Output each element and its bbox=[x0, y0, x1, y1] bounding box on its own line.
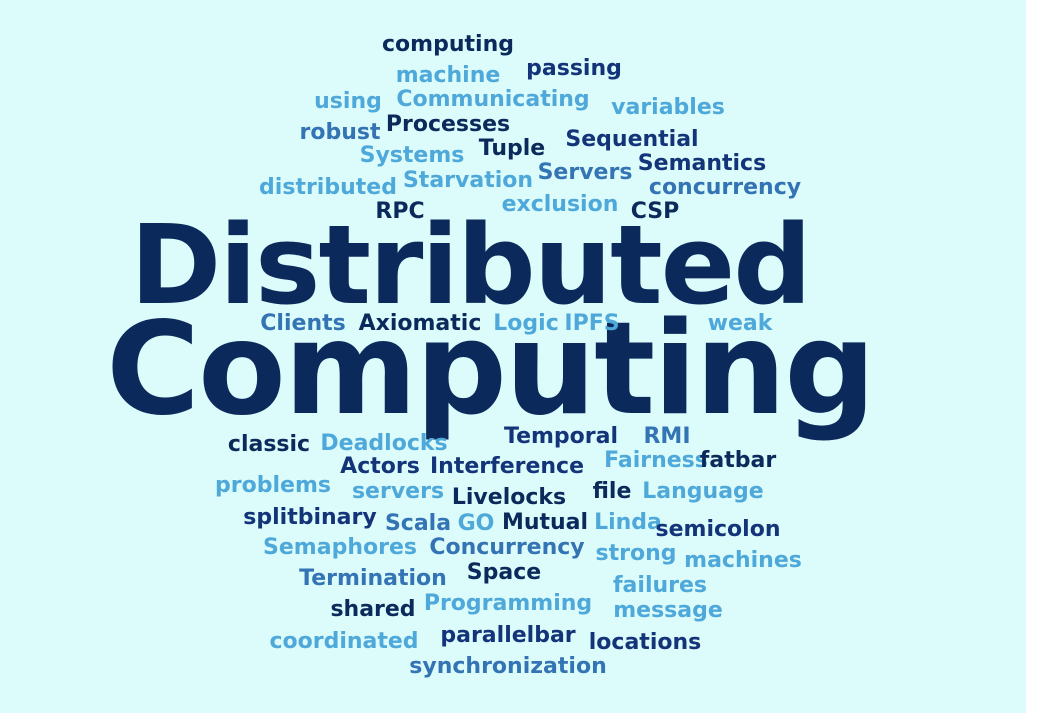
word-language: Language bbox=[642, 479, 764, 504]
word-file: file bbox=[592, 479, 632, 504]
word-deadlocks: Deadlocks bbox=[320, 431, 448, 456]
word-actors: Actors bbox=[340, 454, 420, 479]
word-rmi: RMI bbox=[643, 424, 691, 449]
word-servers: Servers bbox=[537, 160, 633, 185]
word-csp: CSP bbox=[630, 199, 680, 224]
word-fairness: Fairness bbox=[604, 448, 708, 473]
word-go: GO bbox=[457, 511, 495, 536]
word-systems: Systems bbox=[359, 143, 465, 168]
word-using: using bbox=[314, 89, 382, 114]
word-termination: Termination bbox=[299, 566, 447, 591]
word-shared: shared bbox=[330, 597, 416, 622]
word-splitbinary: splitbinary bbox=[243, 505, 377, 530]
word-scala: Scala bbox=[384, 511, 452, 536]
word-semicolon: semicolon bbox=[655, 517, 781, 542]
word-distributed: distributed bbox=[259, 175, 397, 200]
word-programming: Programming bbox=[423, 591, 593, 616]
word-tuple: Tuple bbox=[478, 136, 546, 161]
word-linda: Linda bbox=[594, 510, 662, 535]
word-mutual: Mutual bbox=[501, 510, 589, 535]
word-semantics: Semantics bbox=[637, 151, 767, 176]
word-cloud-background: Distributed Computing computing machine pass… bbox=[0, 0, 1026, 713]
word-livelocks: Livelocks bbox=[451, 485, 567, 510]
word-synchronization: synchronization bbox=[409, 654, 607, 679]
word-problems: problems bbox=[215, 473, 331, 498]
word-classic: classic bbox=[227, 432, 311, 457]
word-exclusion: exclusion bbox=[501, 192, 619, 217]
word-passing: passing bbox=[526, 56, 622, 81]
word-logic: Logic bbox=[493, 311, 559, 336]
word-space: Space bbox=[466, 560, 542, 585]
word-failures: failures bbox=[612, 573, 708, 598]
word-servers: servers bbox=[351, 479, 445, 504]
word-starvation: Starvation bbox=[402, 168, 534, 193]
word-concurrency: Concurrency bbox=[429, 535, 585, 560]
word-temporal: Temporal bbox=[503, 424, 619, 449]
word-weak: weak bbox=[707, 311, 773, 336]
word-ipfs: IPFS bbox=[564, 311, 620, 336]
word-locations: locations bbox=[588, 630, 702, 655]
word-axiomatic: Axiomatic bbox=[358, 311, 482, 336]
word-coordinated: coordinated bbox=[269, 629, 419, 654]
word-parallelbar: parallelbar bbox=[440, 623, 576, 648]
word-communicating: Communicating bbox=[396, 87, 590, 112]
word-variables: variables bbox=[611, 95, 725, 120]
word-semaphores: Semaphores bbox=[263, 535, 417, 560]
word-cloud: Distributed Computing computing machine pass… bbox=[106, 32, 876, 679]
word-sequential: Sequential bbox=[565, 127, 699, 152]
word-clients: Clients bbox=[260, 311, 346, 336]
word-machines: machines bbox=[684, 548, 802, 573]
word-distributed: Distributed bbox=[129, 201, 812, 329]
word-strong: strong bbox=[595, 541, 677, 566]
word-concurrency: concurrency bbox=[648, 175, 802, 200]
word-computing: computing bbox=[382, 32, 514, 57]
word-machine: machine bbox=[395, 63, 501, 88]
word-robust: robust bbox=[299, 120, 381, 145]
word-rpc: RPC bbox=[375, 199, 425, 224]
word-message: message bbox=[613, 598, 723, 623]
word-computing: Computing bbox=[106, 295, 876, 444]
word-fatbar: fatbar bbox=[699, 448, 777, 473]
word-processes: Processes bbox=[385, 112, 511, 137]
word-interference: Interference bbox=[429, 454, 585, 479]
